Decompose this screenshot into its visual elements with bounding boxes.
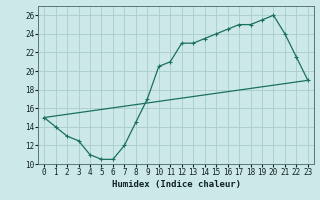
X-axis label: Humidex (Indice chaleur): Humidex (Indice chaleur) bbox=[111, 180, 241, 189]
